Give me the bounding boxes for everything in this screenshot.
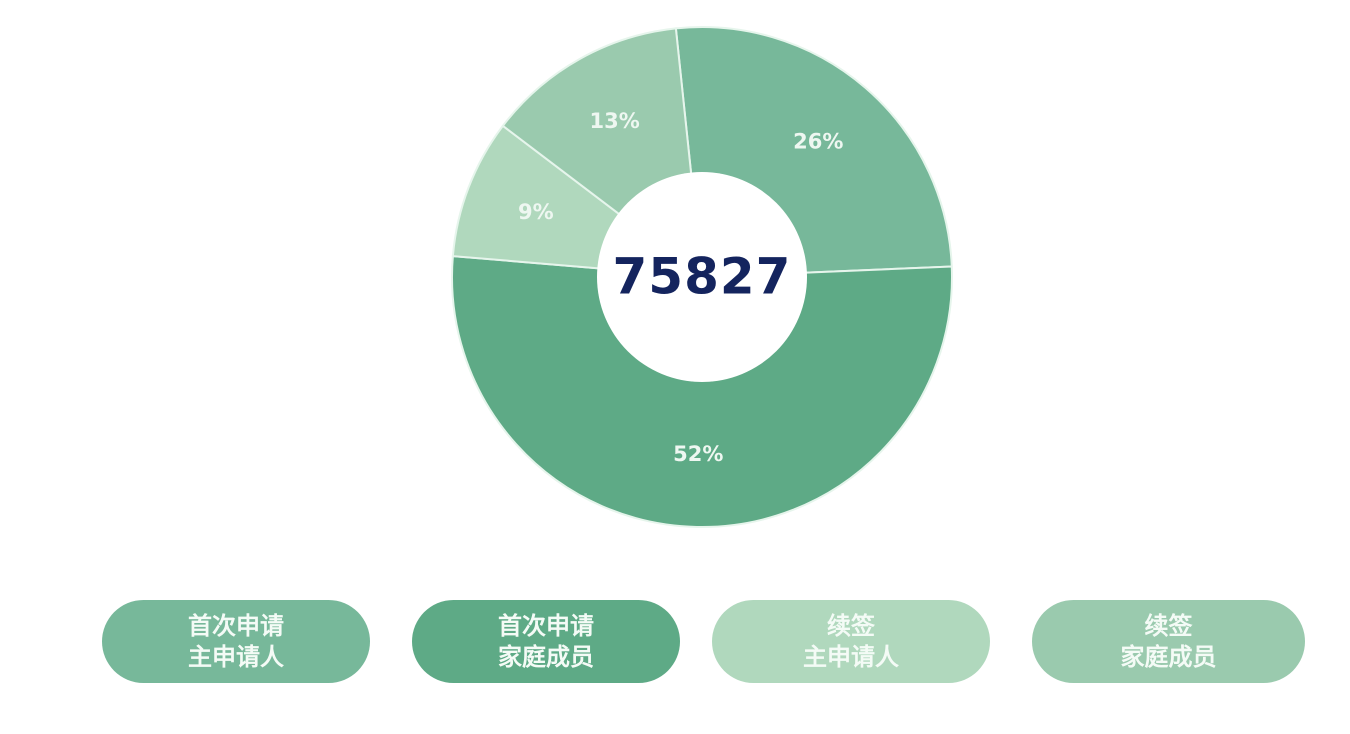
legend-line2: 家庭成员: [498, 642, 594, 671]
legend-line2: 主申请人: [188, 642, 284, 671]
slice-label: 26%: [793, 129, 843, 153]
center-total: 75827: [613, 248, 792, 306]
legend-line1: 续签: [827, 611, 875, 640]
legend-item-renew-family: 续签 家庭成员: [1032, 600, 1305, 683]
slice: [451, 255, 953, 528]
slice-label: 9%: [518, 200, 554, 224]
donut-chart: 26% 52% 9% 13% 75827: [451, 26, 953, 528]
legend-line2: 主申请人: [803, 642, 899, 671]
legend-item-first-family: 首次申请 家庭成员: [412, 600, 680, 683]
legend-line1: 续签: [1144, 611, 1193, 640]
slice-label: 52%: [673, 442, 723, 466]
legend-item-first-main: 首次申请 主申请人: [102, 600, 370, 683]
slice-label: 13%: [589, 109, 639, 133]
legend-line1: 首次申请: [498, 611, 594, 640]
legend-item-renew-main: 续签 主申请人: [712, 600, 990, 683]
legend-line1: 首次申请: [188, 611, 284, 640]
donut-hole: [597, 172, 807, 382]
legend-line2: 家庭成员: [1120, 642, 1217, 671]
